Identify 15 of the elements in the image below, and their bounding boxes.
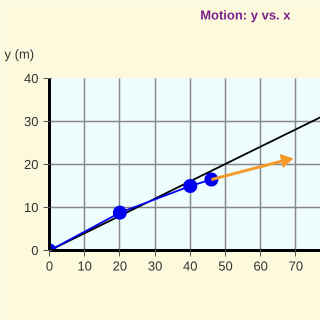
y-tick-label: 40 (24, 71, 39, 86)
x-tick-label: 60 (253, 258, 268, 274)
x-tick-label: 40 (183, 258, 198, 274)
x-tick-label: 30 (148, 258, 162, 274)
chart-title: Motion: y vs. x (200, 8, 292, 22)
x-tick-label: 70 (288, 258, 304, 274)
x-tick-label: 50 (218, 258, 233, 274)
x-tick-label: 20 (112, 258, 128, 274)
y-axis-title: y (m) (4, 46, 34, 62)
y-tick-label: 0 (31, 243, 39, 258)
y-tick-label: 20 (24, 157, 39, 172)
x-tick-label: 0 (46, 258, 54, 274)
x-tick-label: 10 (77, 258, 92, 274)
y-tick-label: 10 (24, 200, 39, 215)
y-tick-label: 30 (24, 114, 39, 129)
